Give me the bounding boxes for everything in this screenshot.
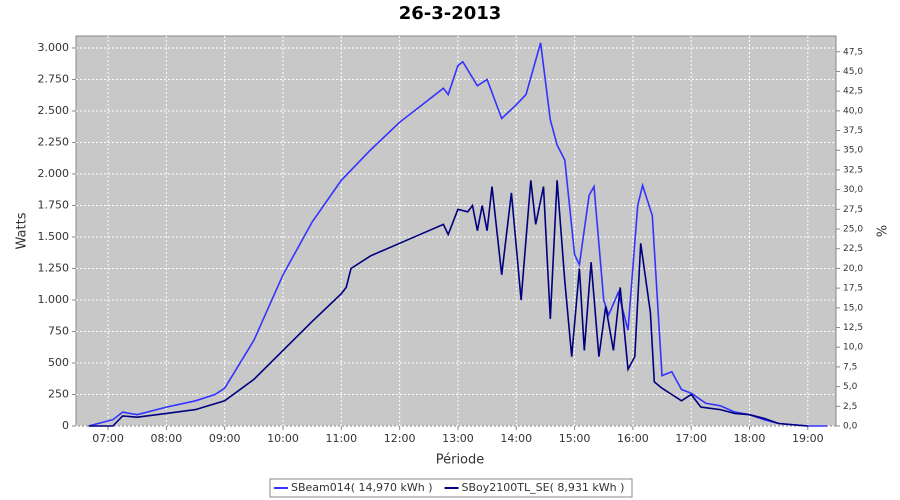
y-tick-label: 250 [48,387,69,400]
series-line [88,180,808,427]
x-tick-label: 19:00 [792,432,824,445]
y2-tick-label: 2,5 [843,402,857,412]
y2-tick-label: 15,0 [843,303,863,313]
x-tick-label: 11:00 [325,432,357,445]
y-tick-label: 3.000 [38,41,70,54]
x-tick-label: 13:00 [442,432,474,445]
legend-label: SBoy2100TL_SE( 8,931 kWh ) [462,481,625,494]
y2-tick-label: 25,0 [843,225,863,235]
x-axis-label: Période [436,453,485,468]
y-tick-label: 1.250 [38,261,70,274]
y2-tick-label: 12,5 [843,323,863,333]
y-tick-label: 2.500 [38,104,70,117]
y-tick-label: 2.250 [38,135,70,148]
y-tick-label: 750 [48,324,69,337]
y2-tick-label: 17,5 [843,284,863,294]
x-tick-label: 09:00 [209,432,241,445]
plot-area [75,35,837,427]
y2-tick-label: 42,5 [843,87,863,97]
x-tick-label: 15:00 [559,432,591,445]
y2-tick-label: 40,0 [843,106,863,116]
y-tick-label: 2.000 [38,167,70,180]
y2-tick-label: 47,5 [843,47,863,57]
y-tick-label: 2.750 [38,72,70,85]
x-tick-label: 08:00 [151,432,183,445]
y-tick-label: 1.000 [38,293,70,306]
x-tick-label: 10:00 [267,432,299,445]
y2-tick-label: 37,5 [843,126,863,136]
y2-axis-label: % [873,225,888,237]
y2-tick-label: 32,5 [843,165,863,175]
x-tick-label: 17:00 [675,432,707,445]
legend-label: SBeam014( 14,970 kWh ) [291,481,433,494]
x-tick-label: 07:00 [92,432,124,445]
y-tick-label: 1.750 [38,198,70,211]
y2-tick-label: 45,0 [843,67,863,77]
x-tick-label: 18:00 [734,432,766,445]
y2-tick-label: 10,0 [843,343,863,353]
series-line [88,42,828,427]
y2-tick-label: 35,0 [843,146,863,156]
y-tick-label: 0 [62,419,69,432]
x-tick-label: 16:00 [617,432,649,445]
y-axis-label: Watts [15,212,30,249]
y2-tick-label: 20,0 [843,264,863,274]
y2-tick-label: 7,5 [843,362,857,372]
x-tick-label: 14:00 [500,432,532,445]
y-tick-label: 500 [48,356,69,369]
chart-title: 26-3-2013 [399,3,502,24]
y2-tick-label: 22,5 [843,244,863,254]
y2-tick-label: 30,0 [843,185,863,195]
x-tick-label: 12:00 [384,432,416,445]
y2-tick-label: 5,0 [843,382,858,392]
y2-tick-label: 27,5 [843,205,863,215]
y2-tick-label: 0,0 [843,422,858,432]
y-tick-label: 1.500 [38,230,70,243]
